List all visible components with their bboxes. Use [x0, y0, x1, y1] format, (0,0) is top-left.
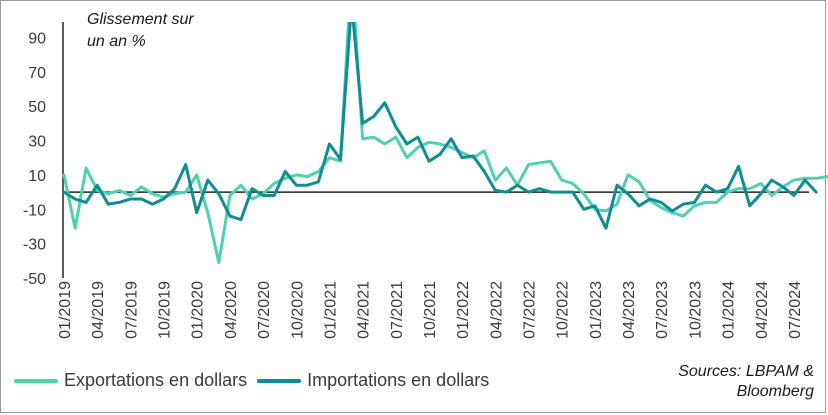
x-tick-label: 04/2023: [621, 281, 638, 339]
x-tick-label: 07/2021: [389, 281, 406, 339]
x-tick-label: 07/2024: [787, 281, 804, 339]
y-tick-label: 90: [28, 30, 46, 47]
y-tick-label: 50: [28, 99, 46, 116]
x-tick-label: 07/2020: [256, 281, 273, 339]
x-tick-label: 04/2021: [356, 281, 373, 339]
x-tick-label: 01/2020: [190, 281, 207, 339]
y-tick-label: -30: [23, 237, 46, 254]
x-tick-label: 04/2024: [754, 281, 771, 339]
x-tick-label: 07/2023: [654, 281, 671, 339]
x-tick-label: 01/2022: [455, 281, 472, 339]
x-tick-label: 01/2023: [588, 281, 605, 339]
x-tick-label: 10/2019: [157, 281, 174, 339]
y-tick-label: 70: [28, 65, 46, 82]
x-tick-label: 04/2020: [223, 281, 240, 339]
legend-item-exports: Exportations en dollars: [14, 370, 247, 391]
x-tick-label: 01/2024: [721, 281, 738, 339]
x-tick-label: 07/2022: [522, 281, 539, 339]
x-tick-label: 07/2019: [123, 281, 140, 339]
y-tick-label: -10: [23, 202, 46, 219]
x-tick-label: 10/2022: [555, 281, 572, 339]
y-tick-label: 30: [28, 134, 46, 151]
x-tick-label: 04/2019: [90, 281, 107, 339]
series-line-exports: [62, 22, 828, 264]
x-tick-label: 10/2020: [289, 281, 306, 339]
legend-swatch-exports: [14, 378, 58, 383]
legend-item-imports: Importations en dollars: [257, 370, 489, 391]
y-axis-label-line-2: un an %: [87, 33, 146, 50]
x-tick-label: 04/2022: [488, 281, 505, 339]
legend: Exportations en dollars Importations en …: [14, 370, 489, 391]
legend-label-imports: Importations en dollars: [307, 370, 490, 390]
source-note: Sources: LBPAM & Bloomberg: [614, 362, 814, 402]
y-tick-label: -50: [23, 271, 46, 288]
y-axis-label-line-1: Glissement sur: [87, 11, 194, 28]
source-line-2: Bloomberg: [736, 383, 814, 400]
series-line-imports: [62, 22, 818, 230]
legend-label-exports: Exportations en dollars: [64, 370, 248, 390]
legend-swatch-imports: [257, 378, 302, 383]
plot-area: 90 70 50 30 10 -10 -30 -50 01/2019 04/2019 07/2019…: [23, 22, 828, 339]
y-tick-label: 10: [28, 168, 46, 185]
source-line-1: Sources: LBPAM &: [678, 363, 814, 380]
x-tick-label: 01/2019: [57, 281, 74, 339]
x-tick-label: 10/2021: [422, 281, 439, 339]
x-tick-label: 10/2023: [687, 281, 704, 339]
x-tick-label: 01/2021: [322, 281, 339, 339]
